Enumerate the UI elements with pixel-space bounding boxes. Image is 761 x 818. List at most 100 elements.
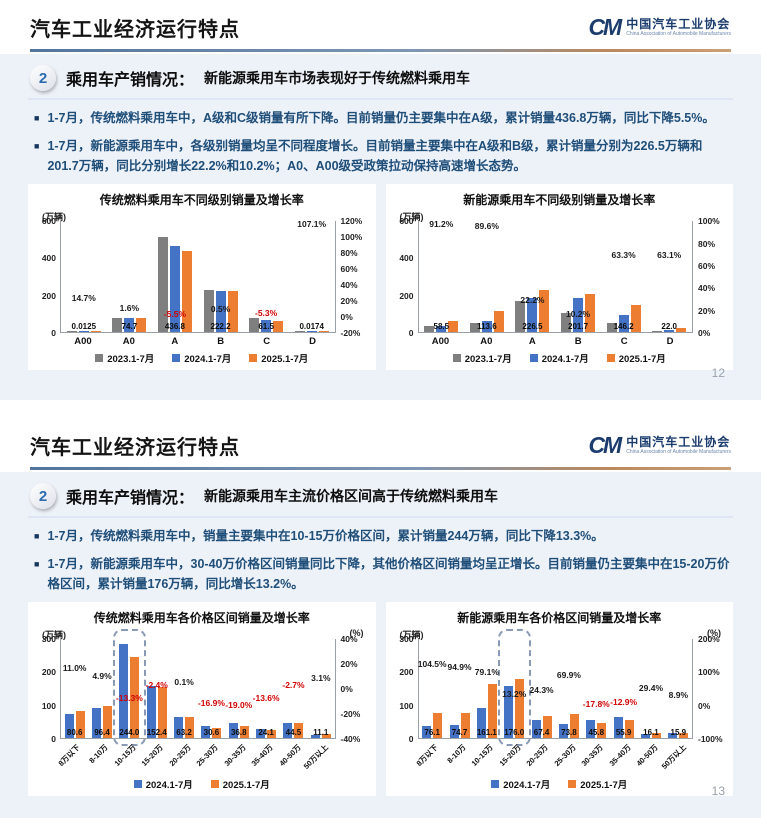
legend-item: 2025.1-7月	[568, 777, 627, 791]
x-axis-label: 40-50万	[277, 742, 303, 769]
value-label: 222.2	[210, 322, 231, 332]
axis-tick: 40%	[340, 280, 358, 291]
bar-group: 0.0125 14.7%	[61, 221, 107, 333]
bar-group: 226.5 22.2%	[510, 221, 556, 333]
x-axis-label: 20-25万	[167, 742, 193, 769]
bar	[146, 686, 156, 739]
axis-tick: 200	[41, 290, 56, 301]
growth-label: 24.3%	[529, 685, 554, 696]
x-axis-label: 50万以上	[659, 742, 688, 772]
growth-label: 107.1%	[297, 219, 327, 230]
bar	[306, 331, 317, 333]
bar	[267, 730, 277, 739]
org-name-cn: 中国汽车工业协会	[626, 434, 731, 449]
value-label: 146.2	[613, 322, 634, 332]
page-title: 汽车工业经济运行特点	[30, 19, 240, 41]
x-axis-label: B	[574, 335, 582, 347]
bar	[664, 329, 675, 333]
bar-group: 152.4 -2.4%	[143, 639, 170, 739]
page-title: 汽车工业经济运行特点	[30, 437, 240, 459]
value-label: 0.0174	[299, 322, 324, 332]
value-label: 161.1	[476, 728, 497, 738]
bar	[624, 719, 634, 739]
axis-tick: 200%	[698, 634, 720, 645]
growth-label: 1.6%	[119, 303, 140, 314]
growth-label: -2.4%	[145, 679, 168, 690]
bar-group: 61.5 -5.3%	[243, 221, 289, 333]
x-axis-label: A	[171, 335, 179, 347]
axis-tick: 600	[399, 216, 414, 227]
x-axis-label: B	[217, 335, 225, 347]
bullet-square-icon: ■	[34, 113, 40, 123]
legend-label: 2024.1-7月	[503, 780, 551, 792]
bullet-square-icon: ■	[34, 141, 40, 152]
x-axis-label: 35-40万	[249, 742, 276, 769]
legend-swatch-icon	[491, 780, 500, 789]
axis-tick: -20%	[340, 709, 361, 720]
bar-group: 161.1 79.1%	[473, 639, 500, 739]
org-name-en: China Association of Automobile Manufact…	[626, 448, 731, 455]
chart-title: 传统燃料乘用车不同级别销量及增长率	[99, 193, 304, 208]
bar	[481, 320, 492, 333]
bar	[542, 715, 552, 739]
legend-swatch-icon	[452, 354, 461, 363]
legend-label: 2025.1-7月	[261, 354, 309, 366]
right-axis: 120% 100% 80% 60% 40% 20% 0% -20%	[336, 216, 370, 338]
bar	[228, 723, 238, 739]
bar	[586, 719, 596, 739]
bar	[597, 722, 607, 739]
left-axis: 300 200 100 0	[34, 634, 60, 744]
x-axis-label: C	[263, 335, 271, 347]
value-label: 96.4	[94, 728, 110, 738]
growth-label: 13.2%	[502, 688, 527, 699]
axis-tick: 0%	[340, 312, 353, 323]
value-label: 176.0	[504, 728, 525, 738]
growth-label: 69.9%	[556, 670, 581, 681]
bar	[676, 328, 687, 333]
x-axis-label: 15-20万	[139, 742, 165, 769]
bar-group: 80.6 11.0%	[61, 639, 88, 739]
axis-tick: 100%	[698, 667, 720, 678]
growth-label: 63.1%	[657, 250, 682, 261]
cama-logo-icon: CM	[588, 432, 622, 458]
value-label: 55.9	[615, 728, 632, 738]
bar	[558, 723, 568, 739]
bar	[318, 331, 329, 333]
bar	[493, 310, 504, 333]
axis-tick: 20%	[340, 296, 358, 307]
bar	[422, 725, 432, 739]
growth-label: -12.9%	[610, 697, 638, 708]
right-axis: 200% 100% 0% -100%	[693, 634, 727, 744]
axis-tick: 600	[41, 216, 56, 227]
bullet-item: ■ 1-7月，传统燃料乘用车中，销量主要集中在10-15万价格区间，累计销量24…	[34, 527, 731, 546]
x-axis: 8万以下 8-10万 10-15万 15-20万 20-25万 25-30万 30-35万 3…	[415, 739, 694, 775]
value-label: 80.6	[66, 728, 83, 738]
x-axis-label: 15-20万	[497, 742, 523, 769]
plot-row: 600 400 200 0 0.0125 14.7% 74.7 1.6% 436.8 -5.5% 2…	[34, 216, 370, 338]
growth-label: -13.3%	[115, 693, 143, 704]
bar	[460, 713, 470, 739]
bar	[433, 712, 443, 739]
left-axis-unit: (万辆)	[42, 630, 66, 641]
plot-area: 58.5 91.2% 113.6 89.6% 226.5 22.2% 201.7 10.2% 1…	[417, 219, 693, 334]
bar	[249, 317, 260, 333]
left-axis-unit: (万辆)	[42, 212, 66, 223]
bar	[181, 250, 192, 333]
legend-swatch-icon	[133, 780, 142, 789]
x-axis-label: 8-10万	[87, 742, 110, 766]
chart-legend: 2023.1-7月 2024.1-7月 2025.1-7月	[34, 351, 370, 365]
bar-group: 0.0174 107.1%	[289, 219, 335, 333]
bar	[66, 331, 77, 333]
org-name-en: China Association of Automobile Manufact…	[626, 30, 731, 37]
x-axis-label: 40-50万	[634, 742, 661, 769]
plot-row: 300 200 100 0 76.1 104.5% 74.7 94.9% 161.1 79.1% 1…	[392, 629, 728, 747]
bullet-text: 1-7月，新能源乘用车中，各级别销量均呈不同程度增长。目前销量主要集中在A级和B…	[47, 139, 703, 173]
bar-group: 55.9 -12.9%	[610, 639, 638, 739]
bar	[679, 732, 689, 739]
bar	[640, 734, 650, 739]
bullet-text: 1-7月，传统燃料乘用车中，A级和C级销量有所下降。目前销量仍主要集中在A级，累…	[47, 111, 715, 125]
bar-group: 63.2 0.1%	[170, 639, 197, 739]
x-axis-label: 8万以下	[57, 742, 83, 769]
x-axis-label: A	[528, 335, 536, 347]
axis-tick: 0%	[698, 700, 711, 711]
